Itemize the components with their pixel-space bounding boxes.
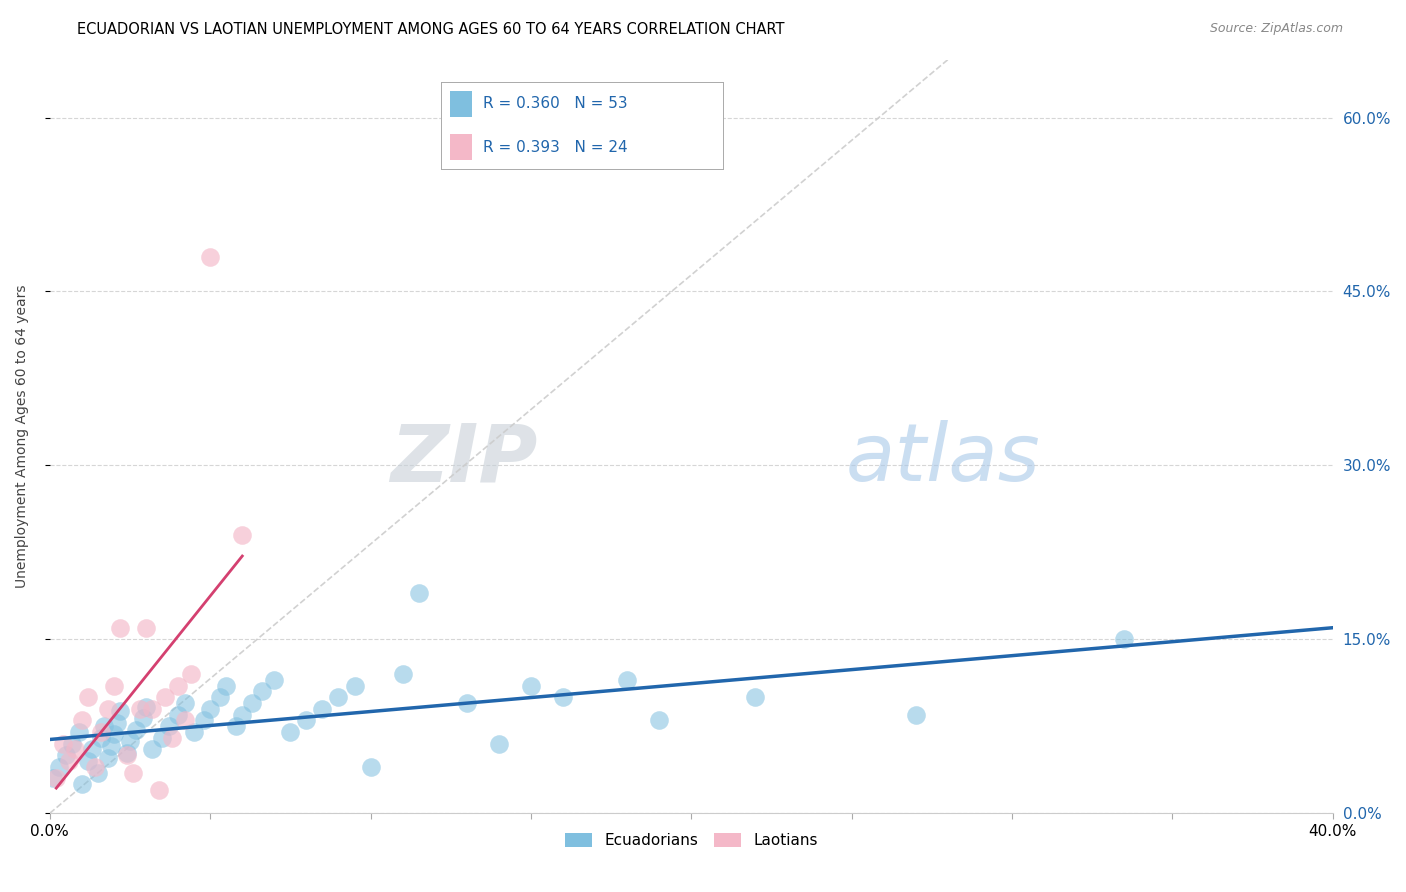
Point: [52, 737, 75, 751]
Point: [48, 760, 70, 774]
Point: [167, 679, 190, 693]
Point: [328, 690, 350, 705]
Point: [150, 731, 173, 745]
Point: [103, 727, 125, 741]
Point: [180, 667, 202, 681]
Point: [488, 737, 510, 751]
Point: [90, 731, 112, 745]
Point: [456, 696, 478, 710]
Point: [250, 684, 273, 698]
Point: [103, 679, 125, 693]
Point: [83, 760, 105, 774]
Point: [110, 621, 132, 635]
Point: [183, 725, 205, 739]
Point: [115, 746, 138, 760]
Point: [93, 719, 115, 733]
Point: [295, 714, 318, 728]
Point: [155, 690, 177, 705]
Point: [648, 714, 671, 728]
Point: [215, 679, 238, 693]
Y-axis label: Unemployment Among Ages 60 to 64 years: Unemployment Among Ages 60 to 64 years: [15, 285, 30, 588]
Point: [45, 772, 67, 786]
Point: [67, 725, 90, 739]
Point: [208, 690, 231, 705]
Point: [65, 742, 87, 756]
Point: [42, 772, 65, 786]
Point: [105, 715, 128, 730]
Point: [240, 696, 263, 710]
Point: [280, 725, 302, 739]
Point: [160, 731, 183, 745]
Point: [128, 702, 150, 716]
Point: [97, 702, 120, 716]
Point: [100, 739, 122, 753]
Legend: Ecuadorians, Laotians: Ecuadorians, Laotians: [558, 827, 824, 855]
Point: [132, 711, 155, 725]
Point: [118, 734, 141, 748]
Point: [90, 725, 112, 739]
Point: [135, 621, 157, 635]
Point: [97, 750, 120, 764]
Text: Source: ZipAtlas.com: Source: ZipAtlas.com: [1209, 22, 1343, 36]
Point: [77, 690, 100, 705]
Point: [148, 783, 170, 797]
Point: [167, 707, 190, 722]
Text: ECUADORIAN VS LAOTIAN UNEMPLOYMENT AMONG AGES 60 TO 64 YEARS CORRELATION CHART: ECUADORIAN VS LAOTIAN UNEMPLOYMENT AMONG…: [77, 22, 785, 37]
Point: [58, 754, 80, 768]
Point: [122, 765, 145, 780]
Point: [311, 702, 333, 716]
Point: [225, 719, 247, 733]
Point: [1114, 632, 1136, 647]
Point: [141, 742, 163, 756]
Point: [193, 714, 215, 728]
Point: [173, 714, 195, 728]
Point: [141, 702, 163, 716]
Point: [55, 748, 77, 763]
Point: [110, 704, 132, 718]
Point: [173, 696, 195, 710]
Point: [263, 673, 285, 687]
Point: [87, 765, 110, 780]
Point: [231, 528, 253, 542]
Point: [77, 754, 100, 768]
Point: [360, 760, 382, 774]
Point: [744, 690, 766, 705]
Point: [520, 679, 543, 693]
Point: [200, 702, 222, 716]
Point: [200, 250, 222, 264]
Point: [157, 719, 180, 733]
Point: [70, 714, 93, 728]
Text: ZIP: ZIP: [389, 420, 537, 498]
Point: [231, 707, 253, 722]
Point: [60, 737, 83, 751]
Point: [135, 699, 157, 714]
Point: [80, 742, 103, 756]
Point: [343, 679, 366, 693]
Point: [391, 667, 413, 681]
Point: [904, 707, 927, 722]
Point: [70, 777, 93, 791]
Point: [115, 748, 138, 763]
Point: [616, 673, 638, 687]
Point: [125, 723, 148, 737]
Point: [551, 690, 574, 705]
Text: atlas: atlas: [845, 420, 1040, 498]
Point: [408, 586, 430, 600]
